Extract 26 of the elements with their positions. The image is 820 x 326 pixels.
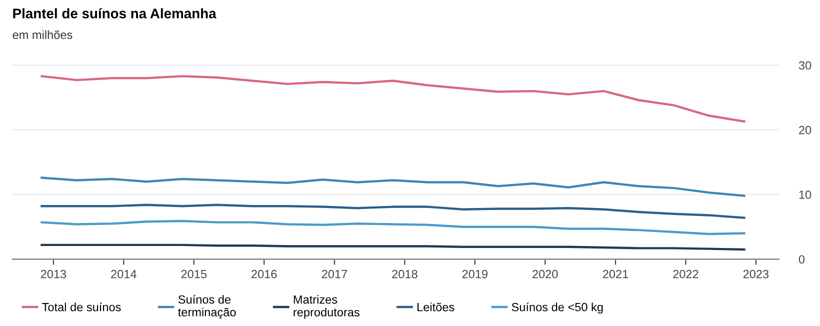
y-tick-label: 0 — [798, 255, 805, 264]
legend-label: Suínos de <50 kg — [512, 302, 603, 314]
x-tick-label: 2013 — [40, 270, 66, 278]
x-tick-label: 2015 — [181, 270, 207, 278]
line-series — [40, 176, 746, 197]
x-tick-label: 2020 — [532, 270, 558, 278]
chart-subtitle: em milhões — [12, 30, 72, 40]
y-tick-label: 20 — [799, 126, 812, 134]
y-tick-label: 30 — [798, 61, 812, 70]
line-series — [40, 75, 746, 123]
legend-label: Matrizes reprodutoras — [294, 295, 360, 319]
x-tick-label: 2022 — [673, 270, 698, 278]
x-tick-label: 2014 — [111, 270, 136, 278]
x-tick-label: 2016 — [252, 270, 277, 278]
x-tick-label: 2018 — [392, 270, 418, 278]
line-series — [40, 204, 746, 219]
line-series — [40, 220, 746, 236]
x-tick-label: 2019 — [462, 270, 488, 278]
x-tick-label: 2023 — [743, 270, 769, 278]
chart-title: Plantel de suínos na Alemanha — [13, 8, 216, 18]
x-tick-label: 2021 — [602, 270, 628, 278]
y-tick-label: 10 — [799, 190, 812, 199]
legend-label: Total de suínos — [42, 302, 121, 312]
x-tick-label: 2017 — [322, 270, 348, 278]
legend-label: Suínos de terminação — [178, 294, 236, 319]
legend-label: Leitões — [418, 302, 454, 312]
